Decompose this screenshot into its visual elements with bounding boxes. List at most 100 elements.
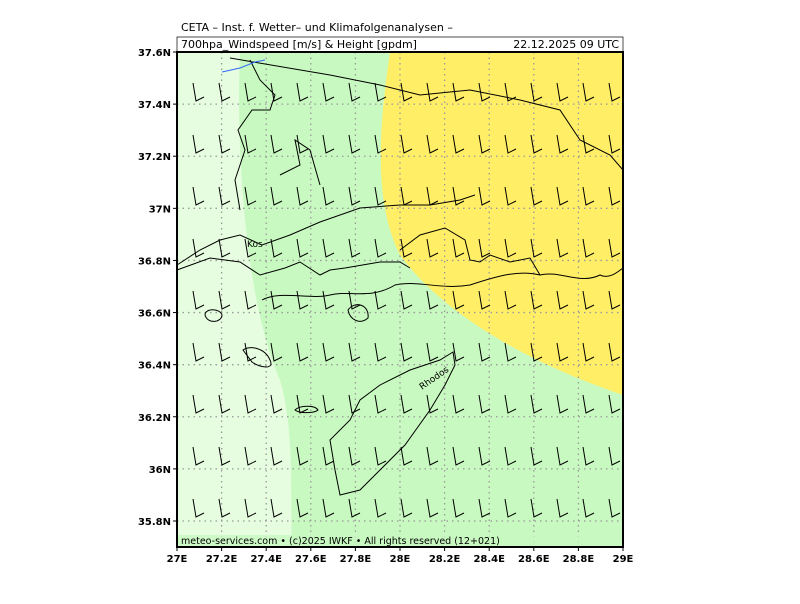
wind-barb [348,134,361,154]
wind-barb [426,82,439,102]
wind-barb [348,290,361,310]
wind-barb [452,134,465,154]
wind-barb [244,290,257,310]
wind-barb [582,290,595,310]
lon-label: 28E [390,554,411,565]
wind-barb [608,134,621,154]
lat-label: 36N [149,465,171,476]
zone-yellow [380,52,623,395]
lon-label: 27.2E [206,554,238,565]
lon-label: 28.6E [518,554,550,565]
wind-barb [244,446,257,466]
header-product: 700hpa_Windspeed [m/s] & Height [gpdm] [181,38,417,51]
wind-barb [478,82,491,102]
wind-barb [374,238,387,258]
wind-barb [322,446,335,466]
wind-barb [296,446,309,466]
wind-barb [530,186,543,206]
wind-barb [374,134,387,154]
wind-barb [530,394,543,414]
wind-barb [348,394,361,414]
wind-barb [374,342,387,362]
wind-barb [504,498,517,518]
wind-barb [556,82,569,102]
wind-barb [400,394,413,414]
wind-barb [530,498,543,518]
wind-barb [192,186,205,206]
wind-barb [400,186,413,206]
islands [204,304,369,414]
wind-barb [478,394,491,414]
wind-barb [608,342,621,362]
wind-barb [582,498,595,518]
lat-label: 37.6N [138,48,171,59]
wind-barb [478,238,491,258]
wind-barb [296,290,309,310]
wind-barb [426,186,439,206]
wind-barb [244,82,257,102]
wind-barb [192,290,205,310]
wind-barb [452,238,465,258]
wind-barb [348,446,361,466]
wind-barb [244,498,257,518]
river [221,59,266,73]
wind-barb [322,82,335,102]
wind-barb [322,394,335,414]
wind-barb [452,446,465,466]
wind-barb [452,82,465,102]
wind-barb [530,238,543,258]
wind-barb [296,238,309,258]
wind-barb [556,394,569,414]
wind-barb [504,238,517,258]
wind-barb [608,446,621,466]
header-title: CETA – Inst. f. Wetter– und Klimafolgena… [181,21,453,34]
wind-barb [530,342,543,362]
wind-barb [244,186,257,206]
wind-barb [192,134,205,154]
wind-barb [296,186,309,206]
footer-box [177,535,623,547]
lat-label: 36.8N [138,256,171,267]
wind-barb [322,342,335,362]
wind-barb [504,134,517,154]
wind-barb [218,238,231,258]
wind-barb [452,342,465,362]
wind-barb [218,342,231,362]
wind-barb [582,186,595,206]
wind-barb [348,342,361,362]
wind-barb [270,290,283,310]
wind-barb [322,238,335,258]
wind-barb [192,342,205,362]
wind-barb [504,290,517,310]
lon-label: 27.8E [340,554,372,565]
wind-barb [478,342,491,362]
wind-barb [504,342,517,362]
wind-barb [270,446,283,466]
wind-barb [374,290,387,310]
lat-label: 36.4N [138,361,171,372]
wind-barb [270,394,283,414]
wind-barb [322,498,335,518]
wind-barb [192,82,205,102]
wind-barb [608,290,621,310]
wind-barb [374,82,387,102]
plot: Kos Rhodos meteo-services.com • (c)2025 … [176,51,624,548]
wind-barb [556,290,569,310]
wind-barb [400,238,413,258]
wind-barb [426,238,439,258]
wind-barb [452,186,465,206]
wind-barb [478,498,491,518]
wind-barb [608,82,621,102]
wind-barb [452,394,465,414]
header-time: 22.12.2025 09 UTC [513,38,619,51]
wind-barb [270,342,283,362]
wind-barb [426,446,439,466]
wind-barb [556,446,569,466]
wind-barb [504,82,517,102]
wind-barb [218,82,231,102]
lon-label: 29E [613,554,634,565]
wind-barb [504,446,517,466]
wind-barb [608,498,621,518]
